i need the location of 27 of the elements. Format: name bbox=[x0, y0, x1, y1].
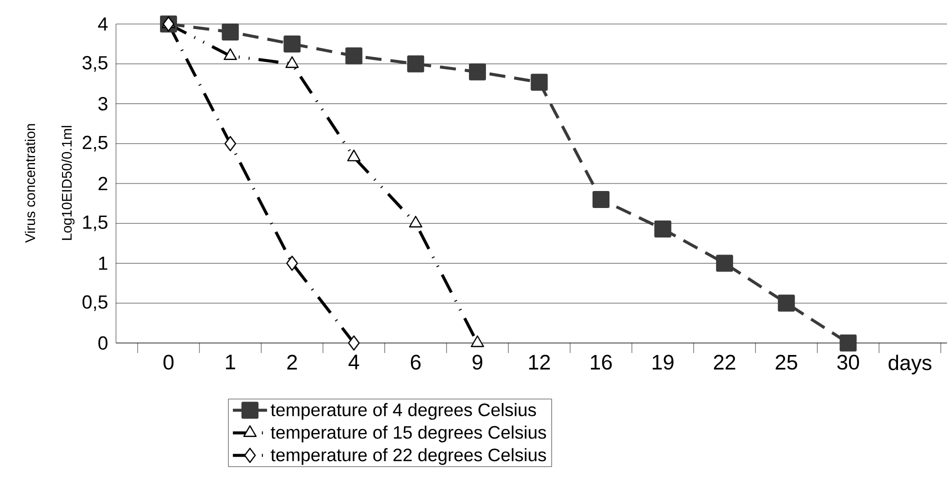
text: Virus concentration bbox=[24, 124, 36, 243]
x-tick-label: 16 bbox=[590, 354, 612, 370]
x-tick-label: 30 bbox=[837, 354, 860, 370]
y-tick-label: 2 bbox=[98, 176, 108, 190]
x-tick-label: 0 bbox=[163, 354, 174, 370]
x-tick-label: 9 bbox=[472, 354, 482, 370]
x-tick-label: days bbox=[888, 354, 932, 374]
x-tick-label: 22 bbox=[714, 354, 736, 370]
x-tick-label: 2 bbox=[287, 354, 297, 370]
legend-label: temperature of 4 degrees Celsius bbox=[270, 403, 536, 420]
y-tick-label: 4 bbox=[98, 17, 108, 31]
x-tick-label: 4 bbox=[348, 354, 360, 370]
y-tick-label: 3,5 bbox=[82, 56, 108, 72]
x-tick-label: 6 bbox=[410, 354, 421, 370]
x-tick-label: 12 bbox=[529, 354, 550, 370]
legend-label: temperature of 22 degrees Celsius bbox=[270, 448, 546, 465]
x-tick-label: 19 bbox=[652, 354, 674, 370]
text: Log10EID50/0.1ml bbox=[61, 126, 75, 240]
y-tick-label: 1 bbox=[99, 256, 108, 270]
y-tick-label: 3 bbox=[98, 97, 108, 110]
y-tick-label: 1,5 bbox=[83, 216, 108, 232]
y-tick-label: 0 bbox=[98, 336, 108, 350]
x-tick-label: 25 bbox=[776, 354, 798, 370]
y-tick-label: 0,5 bbox=[82, 295, 108, 311]
y-tick-label: 2,5 bbox=[82, 136, 108, 152]
x-tick-label: 1 bbox=[226, 354, 236, 370]
legend-label: temperature of 15 degrees Celsius bbox=[270, 426, 546, 442]
